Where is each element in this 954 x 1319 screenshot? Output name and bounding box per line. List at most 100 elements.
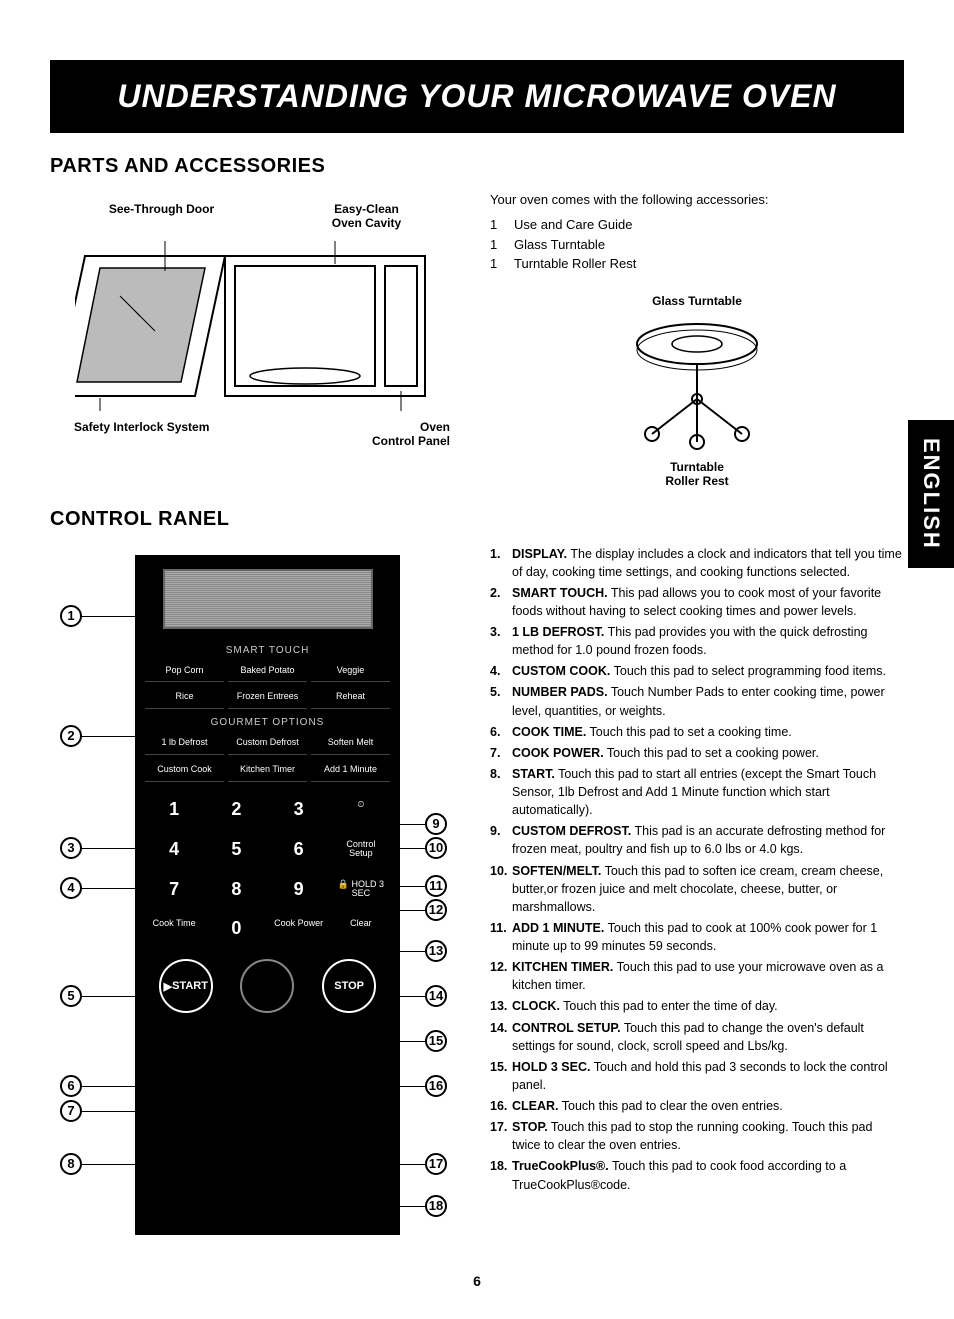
num-3-button[interactable]: 3 [270, 792, 328, 828]
description-term: HOLD 3 SEC. [512, 1060, 591, 1074]
callout-18: 18 [425, 1195, 447, 1217]
stop-button[interactable]: STOP [322, 959, 376, 1013]
accessory-item: 1Turntable Roller Rest [490, 254, 904, 274]
description-item: 1.DISPLAY. The display includes a clock … [490, 545, 904, 581]
description-body: SOFTEN/MELT. Touch this pad to soften ic… [512, 862, 904, 916]
description-number: 15. [490, 1058, 512, 1094]
custom-cook-button[interactable]: Custom Cook [145, 759, 224, 782]
description-item: 3.1 LB DEFROST. This pad provides you wi… [490, 623, 904, 659]
diagram-label-cavity: Easy-Clean Oven Cavity [332, 202, 401, 230]
num-5-button[interactable]: 5 [207, 832, 265, 868]
descriptions-column: 1.DISPLAY. The display includes a clock … [490, 545, 904, 1255]
description-number: 14. [490, 1019, 512, 1055]
number-pad: 1 2 3 ⏲ 4 5 6 Control Setup 7 8 9 🔒 HOLD… [145, 792, 390, 947]
custom-defrost-button[interactable]: Custom Defrost [228, 732, 307, 755]
diagram-column: See-Through Door Easy-Clean Oven Cavity [50, 192, 460, 488]
reheat-button[interactable]: Reheat [311, 686, 390, 709]
glass-turntable-label: Glass Turntable [490, 294, 904, 308]
num-1-button[interactable]: 1 [145, 792, 203, 828]
callout-line [400, 996, 425, 997]
description-item: 2.SMART TOUCH. This pad allows you to co… [490, 584, 904, 620]
description-term: DISPLAY. [512, 547, 567, 561]
cook-time-button[interactable]: Cook Time [145, 911, 203, 947]
callout-7: 7 [60, 1100, 82, 1122]
control-panel: SMART TOUCH Pop Corn Baked Potato Veggie… [135, 555, 400, 1235]
frozen-entrees-button[interactable]: Frozen Entrees [228, 686, 307, 709]
description-number: 10. [490, 862, 512, 916]
callout-8: 8 [60, 1153, 82, 1175]
description-item: 16.CLEAR. Touch this pad to clear the ov… [490, 1097, 904, 1115]
callout-line [82, 848, 135, 849]
popcorn-button[interactable]: Pop Corn [145, 660, 224, 683]
description-term: NUMBER PADS. [512, 685, 608, 699]
callout-line [82, 888, 135, 889]
turntable-icon [622, 314, 772, 454]
smart-touch-label: SMART TOUCH [145, 645, 390, 656]
description-item: 7.COOK POWER. Touch this pad to set a co… [490, 744, 904, 762]
callout-10: 10 [425, 837, 447, 859]
accessories-intro: Your oven comes with the following acces… [490, 192, 904, 207]
description-item: 11.ADD 1 MINUTE. Touch this pad to cook … [490, 919, 904, 955]
callout-6: 6 [60, 1075, 82, 1097]
description-body: DISPLAY. The display includes a clock an… [512, 545, 904, 581]
num-4-button[interactable]: 4 [145, 832, 203, 868]
control-setup-button[interactable]: Control Setup [332, 832, 390, 868]
callout-line [400, 1206, 425, 1207]
description-number: 4. [490, 662, 512, 680]
clock-button[interactable]: ⏲ [332, 792, 390, 828]
description-body: TrueCookPlus®. Touch this pad to cook fo… [512, 1157, 904, 1193]
truecookplus-button[interactable] [240, 959, 294, 1013]
description-term: COOK TIME. [512, 725, 586, 739]
description-term: SMART TOUCH. [512, 586, 608, 600]
language-tab: ENGLISH [908, 420, 954, 568]
num-7-button[interactable]: 7 [145, 872, 203, 908]
accessories-column: Your oven comes with the following acces… [490, 192, 904, 488]
description-term: CLOCK. [512, 999, 560, 1013]
veggie-button[interactable]: Veggie [311, 660, 390, 683]
num-2-button[interactable]: 2 [207, 792, 265, 828]
roller-rest-label-2: Roller Rest [490, 474, 904, 488]
defrost-1lb-button[interactable]: 1 lb Defrost [145, 732, 224, 755]
baked-potato-button[interactable]: Baked Potato [228, 660, 307, 683]
rice-button[interactable]: Rice [145, 686, 224, 709]
description-number: 11. [490, 919, 512, 955]
soften-melt-button[interactable]: Soften Melt [311, 732, 390, 755]
num-8-button[interactable]: 8 [207, 872, 265, 908]
description-number: 2. [490, 584, 512, 620]
description-term: TrueCookPlus®. [512, 1159, 609, 1173]
description-body: START. Touch this pad to start all entri… [512, 765, 904, 819]
callout-line [82, 1111, 135, 1112]
callout-line [400, 824, 425, 825]
description-number: 13. [490, 997, 512, 1015]
add-1-minute-button[interactable]: Add 1 Minute [311, 759, 390, 782]
description-number: 8. [490, 765, 512, 819]
description-number: 12. [490, 958, 512, 994]
cook-power-button[interactable]: Cook Power [270, 911, 328, 947]
control-panel-column: SMART TOUCH Pop Corn Baked Potato Veggie… [50, 545, 460, 1255]
description-number: 5. [490, 683, 512, 719]
description-term: CONTROL SETUP. [512, 1021, 621, 1035]
display-screen [163, 569, 373, 629]
description-item: 4.CUSTOM COOK. Touch this pad to select … [490, 662, 904, 680]
start-button[interactable]: ▶ START [159, 959, 213, 1013]
num-6-button[interactable]: 6 [270, 832, 328, 868]
description-number: 16. [490, 1097, 512, 1115]
description-body: CONTROL SETUP. Touch this pad to change … [512, 1019, 904, 1055]
description-term: STOP. [512, 1120, 548, 1134]
microwave-diagram: See-Through Door Easy-Clean Oven Cavity [50, 192, 460, 448]
callout-13: 13 [425, 940, 447, 962]
descriptions-list: 1.DISPLAY. The display includes a clock … [490, 545, 904, 1194]
description-body: COOK TIME. Touch this pad to set a cooki… [512, 723, 904, 741]
description-body: 1 LB DEFROST. This pad provides you with… [512, 623, 904, 659]
kitchen-timer-button[interactable]: Kitchen Timer [228, 759, 307, 782]
description-item: 6.COOK TIME. Touch this pad to set a coo… [490, 723, 904, 741]
num-0-button[interactable]: 0 [207, 911, 265, 947]
clear-button[interactable]: Clear [332, 911, 390, 947]
description-item: 18.TrueCookPlus®. Touch this pad to cook… [490, 1157, 904, 1193]
callout-line [82, 1086, 135, 1087]
gourmet-grid: 1 lb Defrost Custom Defrost Soften Melt … [145, 732, 390, 782]
num-9-button[interactable]: 9 [270, 872, 328, 908]
gourmet-label: GOURMET OPTIONS [145, 717, 390, 728]
callout-11: 11 [425, 875, 447, 897]
hold-3-sec-button[interactable]: 🔒 HOLD 3 SEC [332, 872, 390, 908]
